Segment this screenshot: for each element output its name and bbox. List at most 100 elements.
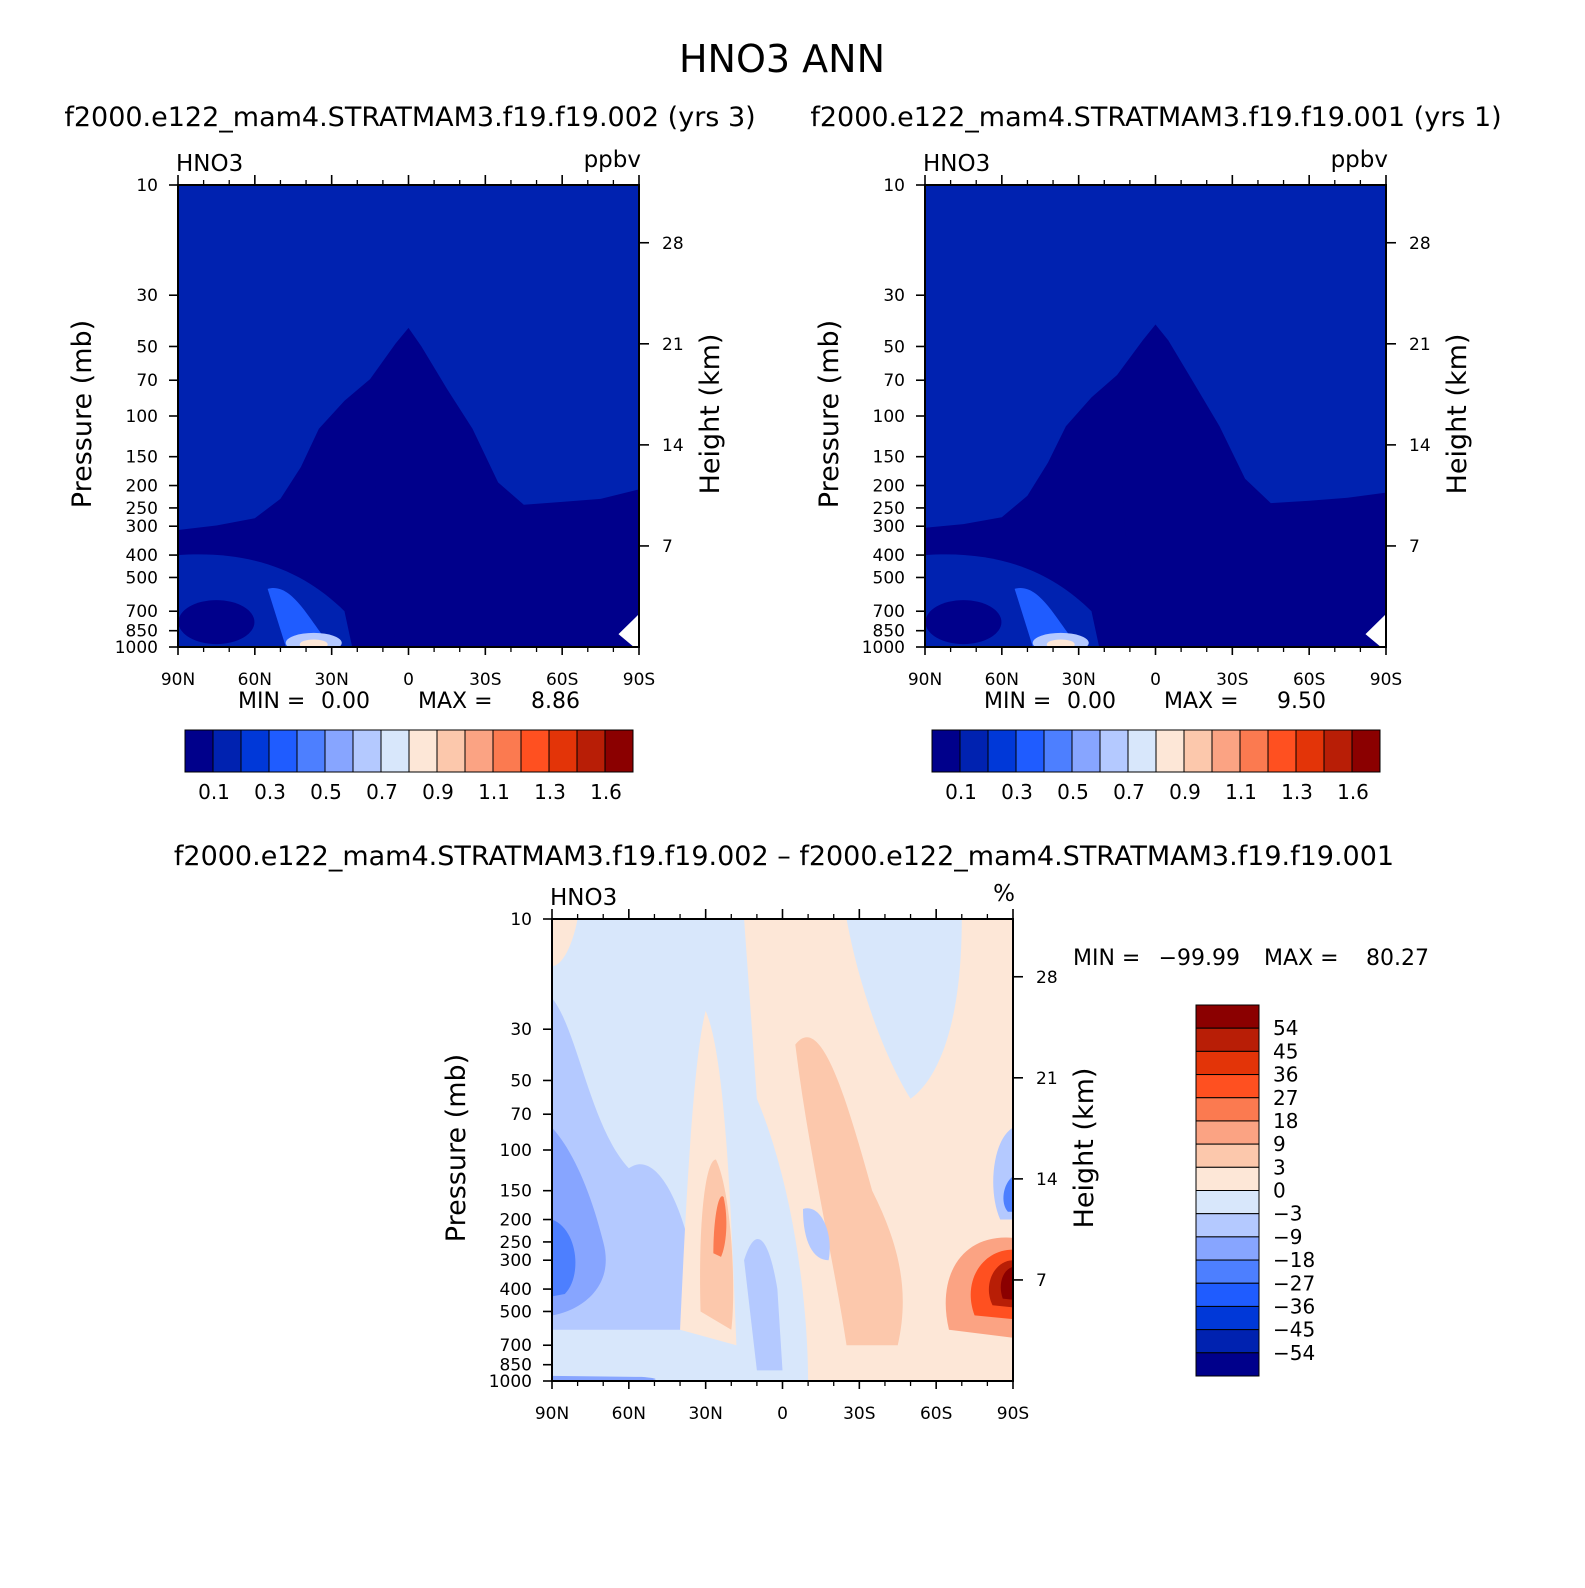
x-tick-label: 30N (314, 670, 348, 690)
y-tick-label: 500 (126, 568, 158, 588)
y-tick-label: 400 (873, 546, 905, 566)
max-label: MAX = (1264, 946, 1339, 971)
colorbar-label: 0.7 (366, 780, 398, 804)
y-tick-label: 700 (126, 602, 158, 622)
min-value: −99.99 (1159, 946, 1240, 971)
y-tick-label: 1000 (489, 1372, 532, 1392)
y-tick-label: 70 (510, 1105, 532, 1125)
contour-level (795, 1037, 903, 1346)
y-tick-label: 30 (510, 1020, 532, 1040)
variable-label: HNO3 (176, 151, 243, 177)
colorbar-label: −3 (1273, 1202, 1302, 1226)
x-tick-label: 0 (777, 1404, 788, 1424)
y-tick-label: 10 (510, 910, 532, 930)
y-tick-label: 300 (126, 517, 158, 537)
y-axis-label: Pressure (mb) (814, 320, 845, 508)
colorbar-label: 18 (1273, 1109, 1298, 1133)
colorbar-box (324, 729, 354, 773)
contour-level (925, 185, 1386, 528)
colorbar-label: 1.3 (534, 780, 566, 804)
y-tick-label: 700 (500, 1336, 532, 1356)
contour-level (1014, 587, 1079, 646)
y-tick-label: 10 (883, 176, 905, 196)
colorbar-box (1195, 1236, 1260, 1261)
colorbar-box (1195, 1352, 1260, 1377)
x-tick-label: 30S (1216, 670, 1248, 690)
x-tick-label: 0 (403, 670, 414, 690)
right-tick-label: 14 (1409, 436, 1431, 456)
colorbar-box (1295, 729, 1325, 773)
colorbar-box (1099, 729, 1129, 773)
y-tick-label: 1000 (862, 638, 905, 658)
x-tick-label: 90N (535, 1404, 569, 1424)
units-label: ppbv (584, 147, 641, 173)
y-tick-label: 100 (500, 1141, 532, 1161)
y-axis-label: Pressure (mb) (441, 1054, 472, 1242)
min-label: MIN = (1073, 946, 1140, 971)
y-tick-label: 10 (136, 176, 158, 196)
colorbar-box (1195, 1050, 1260, 1076)
contour-level (1000, 1266, 1013, 1300)
y-tick-label: 850 (873, 622, 905, 642)
colorbar-label: 0.5 (310, 780, 342, 804)
colorbar-box (408, 729, 438, 773)
x-tick-label: 60S (1293, 670, 1325, 690)
right-axis-label: Height (km) (695, 334, 726, 495)
min-label: MIN = (238, 689, 305, 714)
x-tick-label: 90N (161, 670, 195, 690)
x-tick-label: 60N (612, 1404, 646, 1424)
contour-level (299, 639, 328, 647)
colorbar-label: −54 (1273, 1341, 1315, 1365)
right-axis-label: Height (km) (1069, 1068, 1100, 1229)
colorbar-box (1323, 729, 1353, 773)
y-tick-label: 100 (873, 407, 905, 427)
colorbar-label: 0.9 (1169, 780, 1201, 804)
contour-level (267, 587, 332, 646)
max-value: 9.50 (1277, 689, 1326, 714)
colorbar-label: −18 (1273, 1248, 1315, 1272)
colorbar-box (1195, 1259, 1260, 1284)
contour-level (1046, 639, 1075, 647)
contour-level (925, 600, 1002, 645)
contour-field (178, 185, 639, 647)
colorbar-label: −45 (1273, 1318, 1315, 1342)
contour-level (178, 600, 255, 645)
colorbar-box (1127, 729, 1157, 773)
contour-level (1003, 1176, 1013, 1212)
right-tick-label: 14 (1036, 1170, 1058, 1190)
right-tick-label: 28 (1036, 968, 1058, 988)
contour-level (552, 1375, 656, 1381)
x-tick-label: 90N (908, 670, 942, 690)
colorbar-box (1195, 1282, 1260, 1307)
colorbar-label: 9 (1273, 1132, 1286, 1156)
colorbar-box (1351, 729, 1381, 773)
panel-title-left: f2000.e122_mam4.STRATMAM3.f19.f19.002 (y… (64, 102, 755, 133)
colorbar-box (1195, 1120, 1260, 1145)
max-label: MAX = (418, 689, 493, 714)
colorbar-label: −9 (1273, 1225, 1302, 1249)
y-tick-label: 200 (500, 1211, 532, 1231)
colorbar-label: 1.6 (590, 780, 622, 804)
x-tick-label: 30S (843, 1404, 875, 1424)
contour-level (552, 1219, 576, 1297)
x-tick-label: 60N (985, 670, 1019, 690)
contour-level (1122, 421, 1386, 647)
right-axis-label: Height (km) (1442, 334, 1473, 495)
panel-title-diff: f2000.e122_mam4.STRATMAM3.f19.f19.002 – … (174, 841, 1394, 872)
y-tick-label: 50 (136, 337, 158, 357)
colorbar-label: 54 (1273, 1016, 1298, 1040)
colorbar-label: 45 (1273, 1039, 1298, 1063)
colorbar-box (464, 729, 494, 773)
y-tick-label: 850 (126, 622, 158, 642)
colorbar-box (987, 729, 1017, 773)
y-tick-label: 150 (500, 1182, 532, 1202)
contour-field (552, 919, 1013, 1381)
units-label: ppbv (1331, 147, 1388, 173)
contour-field (925, 185, 1386, 647)
y-tick-label: 100 (126, 407, 158, 427)
colorbar-box (240, 729, 270, 773)
colorbar-label: 0.1 (945, 780, 977, 804)
y-tick-label: 400 (500, 1280, 532, 1300)
colorbar-box (492, 729, 522, 773)
